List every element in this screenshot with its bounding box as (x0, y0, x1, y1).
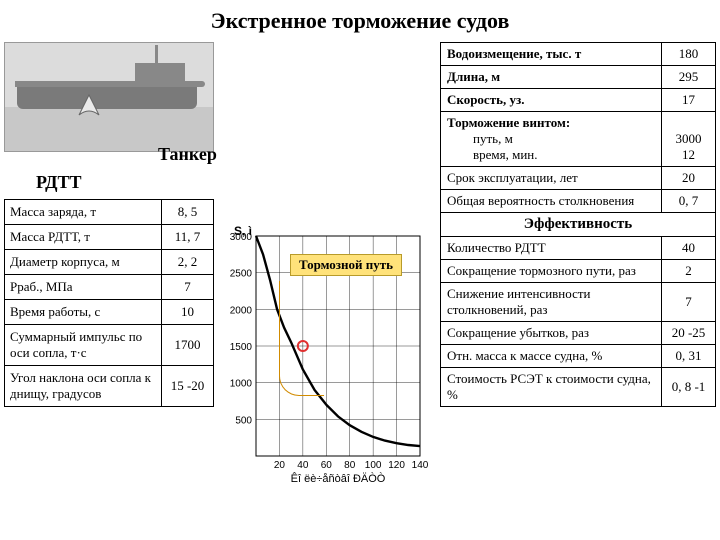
table-row: Срок эксплуатации, лет20 (441, 167, 716, 190)
rdtt-table: Масса заряда, т8, 5Масса РДТТ, т11, 7Диа… (4, 199, 214, 407)
table-row: Длина, м295 (441, 66, 716, 89)
right-table: Водоизмещение, тыс. т180Длина, м295Скоро… (440, 42, 716, 407)
svg-text:2500: 2500 (230, 269, 253, 280)
page-title: Экстренное торможение судов (0, 0, 720, 38)
svg-text:2000: 2000 (230, 305, 253, 316)
svg-text:S, ì: S, ì (234, 226, 252, 238)
col-left: Танкер РДТТ Масса заряда, т8, 5Масса РДТ… (0, 38, 218, 538)
table-row: Водоизмещение, тыс. т180 (441, 43, 716, 66)
svg-text:1000: 1000 (230, 379, 253, 390)
table-row: Масса заряда, т8, 5 (5, 200, 214, 225)
table-row: Количество РДТТ40 (441, 237, 716, 260)
tanker-label: Танкер (158, 144, 217, 165)
svg-text:100: 100 (365, 460, 382, 471)
svg-text:1500: 1500 (230, 342, 253, 353)
svg-text:Êî ëè÷åñòâî ÐÄÒÒ: Êî ëè÷åñòâî ÐÄÒÒ (291, 472, 386, 485)
table-row: Сокращение тормозного пути, раз2 (441, 260, 716, 283)
table-row: Диаметр корпуса, м2, 2 (5, 250, 214, 275)
rdtt-header: РДТТ (36, 172, 218, 193)
table-row: Суммарный импульс по оси сопла, т·с1700 (5, 325, 214, 366)
table-row: Сокращение убытков, раз20 -25 (441, 322, 716, 345)
table-row: Общая вероятность столкновения0, 7 (441, 190, 716, 213)
svg-text:140: 140 (412, 460, 428, 471)
col-mid: Тормозной путь 20 40 60 80 100 120 140 500 1000 1… (218, 38, 436, 538)
table-row: Pраб., МПа7 (5, 275, 214, 300)
svg-text:500: 500 (235, 415, 252, 426)
table-row: Масса РДТТ, т11, 7 (5, 225, 214, 250)
table-row: Стоимость РСЭТ к стоимости судна, %0, 8 … (441, 368, 716, 407)
svg-text:120: 120 (388, 460, 405, 471)
braking-chart: Тормозной путь 20 40 60 80 100 120 140 500 1000 1… (218, 226, 428, 486)
table-row: Эффективность (441, 213, 716, 237)
table-row: Время работы, с10 (5, 300, 214, 325)
ship-illustration (4, 42, 214, 152)
svg-text:20: 20 (274, 460, 286, 471)
table-row: Скорость, уз.17 (441, 89, 716, 112)
chart-label: Тормозной путь (290, 254, 402, 276)
svg-text:60: 60 (321, 460, 333, 471)
col-right: Водоизмещение, тыс. т180Длина, м295Скоро… (436, 38, 720, 538)
table-row: Отн. масса к массе судна, %0, 31 (441, 345, 716, 368)
table-row: Угол наклона оси сопла к днищу, градусов… (5, 366, 214, 407)
table-row: Снижение интенсивности столкновений, раз… (441, 283, 716, 322)
table-row: Торможение винтом: путь, м время, мин.30… (441, 112, 716, 167)
svg-text:80: 80 (344, 460, 356, 471)
svg-text:40: 40 (297, 460, 309, 471)
